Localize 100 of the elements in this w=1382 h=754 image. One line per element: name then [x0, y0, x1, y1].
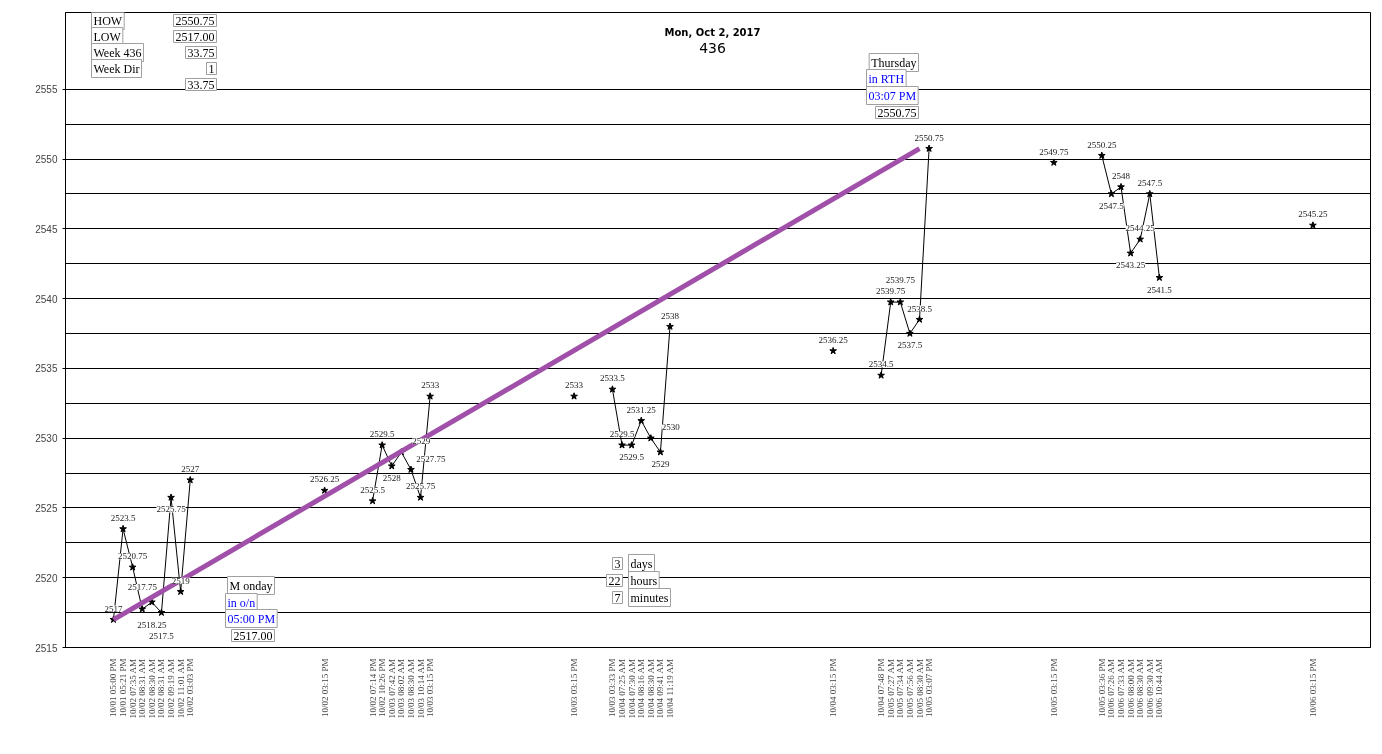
point: [608, 385, 617, 393]
point: [637, 416, 646, 425]
annotation: Week Dir: [93, 61, 140, 76]
data-label: 2550.25: [1087, 139, 1117, 150]
annotation: 2517.00: [233, 628, 273, 643]
y-tick-label: 2530: [35, 433, 58, 445]
x-tick-label: 10/04 07:48 PM: [876, 658, 887, 718]
x-tick-label: 10/03 03:33 PM: [607, 658, 618, 718]
annotation: LOW: [93, 29, 122, 44]
point: [320, 486, 329, 494]
x-tick-label: 10/02 08:31 AM: [137, 658, 148, 719]
point: [416, 493, 425, 501]
annotation: minutes: [630, 590, 669, 605]
point: [627, 441, 636, 449]
annotation: 2517.00: [175, 29, 215, 44]
point: [1107, 189, 1116, 198]
data-label: 2547.5: [1099, 200, 1125, 211]
point: [1145, 189, 1154, 198]
x-tick-label: 10/04 11:19 AM: [665, 658, 676, 719]
point: [186, 476, 195, 484]
x-tick-label: 10/06 07:26 AM: [1106, 658, 1117, 719]
annotation: 22: [608, 573, 621, 588]
point: [128, 563, 137, 571]
point: [666, 322, 674, 330]
text: Mon, Oct 2, 2017: [664, 27, 761, 38]
x-tick-label: 10/04 08:16 AM: [636, 658, 647, 719]
data-label: 2526.25: [309, 474, 340, 485]
data-label: 2527: [181, 464, 200, 475]
annotation: 05:00 PM: [227, 611, 276, 626]
data-label: 2529: [412, 436, 431, 447]
annotation: 7: [614, 590, 621, 605]
data-label: 2533: [421, 380, 440, 391]
point: [925, 144, 933, 152]
y-tick-label: 2520: [35, 572, 58, 584]
x-tick-label: 10/02 08:30 AM: [146, 658, 157, 719]
data-label: 2538: [661, 310, 680, 321]
x-tick-label: 10/03 08:02 AM: [396, 658, 407, 719]
point: [119, 524, 127, 533]
x-tick-label: 10/02 03:03 PM: [185, 658, 196, 718]
y-tick-label: 2525: [35, 502, 58, 514]
point: [167, 493, 175, 501]
point: [157, 608, 166, 616]
annotation: hours: [630, 573, 658, 588]
x-tick-label: 10/04 08:30 AM: [645, 658, 656, 719]
y-tick-label: 2535: [35, 363, 58, 375]
data-label: 2539.75: [885, 275, 916, 286]
point: [426, 392, 434, 400]
point: [176, 587, 185, 596]
point: [570, 392, 578, 400]
point: [1136, 235, 1145, 243]
data-label: 2529.5: [609, 429, 635, 440]
x-tick-label: 10/05 07:56 AM: [904, 658, 915, 719]
data-label: 2543.25: [1115, 260, 1146, 271]
x-tick-label: 10/04 07:25 AM: [617, 658, 628, 719]
data-label: 2525.5: [360, 484, 386, 495]
data-label: 2529.5: [619, 452, 645, 463]
point: [915, 315, 924, 323]
annotation: M onday: [229, 578, 273, 593]
x-tick-label: 10/03 07:42 AM: [386, 658, 397, 719]
x-tick-label: 10/05 03:07 PM: [924, 658, 935, 718]
data-label: 2538.5: [907, 303, 933, 314]
point: [656, 448, 665, 456]
data-label: 2550.75: [914, 132, 945, 143]
data-label: 2541.5: [1147, 284, 1173, 295]
x-tick-label: 10/04 07:30 AM: [626, 658, 637, 719]
x-tick-label: 10/06 07:33 AM: [1116, 658, 1127, 719]
x-tick-label: 10/05 07:34 AM: [895, 658, 906, 719]
x-tick-label: 10/02 07:35 AM: [127, 658, 138, 719]
data-label: 2517.5: [149, 630, 175, 641]
data-label: 2529.5: [369, 429, 396, 440]
x-tick-label: 10/03 10:14 AM: [415, 658, 426, 719]
x-tick-label: 10/03 03:15 PM: [569, 658, 580, 718]
annotation: Week 436: [93, 45, 142, 60]
point: [896, 298, 905, 306]
x-tick-label: 10/06 03:15 PM: [1307, 658, 1318, 718]
point: [138, 605, 147, 613]
x-tick-label: 10/01 05:00 PM: [108, 658, 119, 718]
x-tick-label: 10/06 10:44 AM: [1154, 658, 1165, 719]
data-label: 2534.5: [868, 359, 894, 370]
data-label: 2517.75: [127, 582, 158, 593]
annotation: 1: [208, 61, 215, 76]
text: 436: [699, 39, 726, 56]
x-tick-label: 10/05 03:15 PM: [1048, 658, 1059, 718]
y-tick-label: 2545: [35, 223, 58, 235]
data-label: 2525.75: [405, 481, 436, 492]
data-label: 2533: [565, 380, 584, 391]
x-tick-label: 10/06 08:00 AM: [1125, 658, 1136, 719]
point: [407, 465, 415, 473]
data-label: 2527.75: [416, 453, 447, 464]
x-tick-label: 10/06 08:30 AM: [1135, 658, 1146, 719]
data-label: 2533.5: [600, 373, 626, 384]
x-tick-label: 10/04 09:41 AM: [655, 658, 666, 719]
annotation: Thursday: [871, 55, 917, 70]
annotation: 33.75: [187, 45, 215, 60]
point: [1097, 151, 1106, 159]
point: [906, 329, 914, 337]
annotation: 2550.75: [877, 105, 917, 120]
y-tick-label: 2540: [35, 293, 58, 305]
data-label: 2525.75: [156, 504, 187, 515]
x-tick-label: 10/02 10:26 PM: [377, 658, 388, 718]
